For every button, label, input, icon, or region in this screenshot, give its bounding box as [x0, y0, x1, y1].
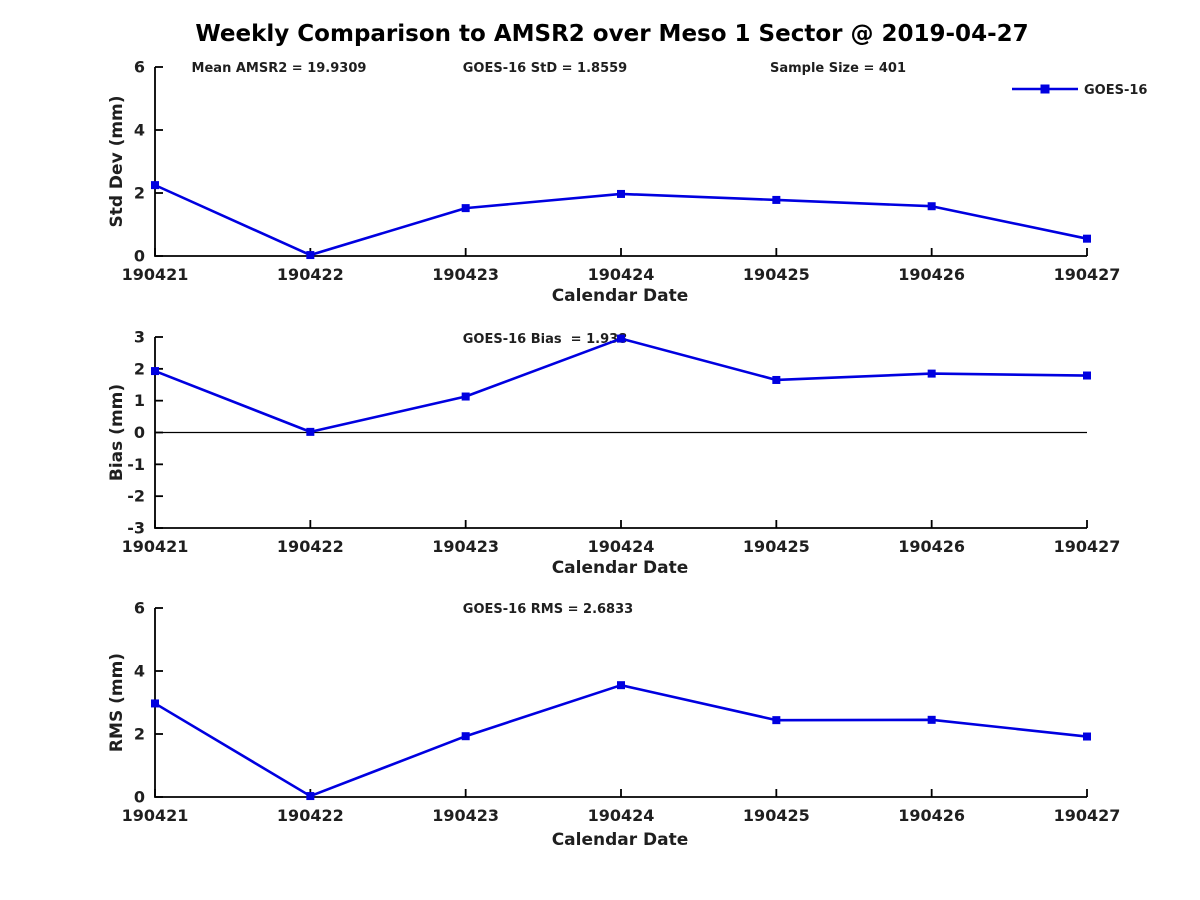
- data-point-marker: [461, 204, 470, 213]
- data-point-marker: [927, 202, 936, 211]
- y-axis-label: RMS (mm): [107, 653, 127, 752]
- stat-annotation: GOES-16 StD = 1.8559: [463, 61, 627, 76]
- x-tick-label: 190421: [122, 537, 189, 556]
- y-tick-label: 4: [134, 662, 145, 681]
- x-tick-label: 190423: [432, 537, 499, 556]
- x-tick-label: 190427: [1054, 806, 1121, 825]
- x-tick-label: 190421: [122, 265, 189, 284]
- x-tick-label: 190423: [432, 806, 499, 825]
- y-tick-label: -1: [127, 455, 145, 474]
- x-tick-label: 190425: [743, 265, 810, 284]
- y-tick-label: 2: [134, 184, 145, 203]
- x-tick-label: 190422: [277, 537, 344, 556]
- data-point-marker: [772, 375, 781, 384]
- figure-title: Weekly Comparison to AMSR2 over Meso 1 S…: [195, 21, 1029, 47]
- y-axis-label: Bias (mm): [107, 384, 127, 481]
- legend: GOES-16: [1012, 83, 1147, 98]
- x-tick-label: 190424: [588, 806, 655, 825]
- x-axis-label: Calendar Date: [552, 830, 689, 850]
- data-point-marker: [1083, 234, 1091, 243]
- data-point-marker: [461, 732, 470, 741]
- chart-rms: 0 2 4 6 190421 190422 190423 190424 190425 190426…: [107, 599, 1120, 851]
- y-tick-label: 1: [134, 391, 145, 410]
- x-tick-label: 190426: [898, 806, 965, 825]
- x-tick-label: 190424: [588, 265, 655, 284]
- y-tick-label: 2: [134, 359, 145, 378]
- data-point-marker: [617, 189, 625, 198]
- y-tick-label: -2: [127, 487, 145, 506]
- stat-annotation: Mean AMSR2 = 19.9309: [192, 61, 367, 76]
- stat-annotation: GOES-16 RMS = 2.6833: [463, 602, 633, 617]
- data-point-marker: [927, 369, 936, 378]
- y-tick-label: -3: [127, 519, 145, 538]
- data-point-marker: [306, 792, 315, 801]
- x-axis-label: Calendar Date: [552, 558, 689, 578]
- y-tick-label: 6: [134, 58, 145, 77]
- data-point-marker: [151, 699, 159, 708]
- data-point-marker: [151, 181, 159, 190]
- legend-marker: [1040, 84, 1050, 94]
- data-point-marker: [306, 427, 315, 436]
- x-tick-label: 190426: [898, 265, 965, 284]
- data-point-marker: [151, 367, 159, 376]
- y-tick-label: 3: [134, 328, 145, 347]
- stat-annotation: Sample Size = 401: [770, 61, 906, 76]
- x-tick-label: 190422: [277, 806, 344, 825]
- data-point-marker: [617, 681, 625, 690]
- axes-spines: [154, 608, 1087, 798]
- data-point-marker: [1083, 732, 1091, 741]
- x-tick-label: 190427: [1054, 537, 1121, 556]
- x-tick-label: 190425: [743, 537, 810, 556]
- x-tick-label: 190425: [743, 806, 810, 825]
- data-point-marker: [772, 195, 781, 204]
- data-point-marker: [617, 334, 625, 343]
- x-tick-label: 190421: [122, 806, 189, 825]
- data-point-marker: [1083, 371, 1091, 380]
- x-tick-label: 190427: [1054, 265, 1121, 284]
- data-point-marker: [772, 716, 781, 725]
- y-tick-label: 4: [134, 121, 145, 140]
- series-line-goes16: [153, 683, 1089, 798]
- x-tick-label: 190426: [898, 537, 965, 556]
- y-axis-label: Std Dev (mm): [107, 95, 127, 227]
- data-point-marker: [306, 251, 315, 260]
- data-point-marker: [927, 715, 936, 724]
- x-axis-label: Calendar Date: [552, 286, 689, 306]
- legend-label: GOES-16: [1084, 83, 1147, 98]
- chart-std-dev: 0 2 4 6 190421 190422 190423 190424 190425 190426…: [107, 58, 1147, 307]
- data-point-marker: [461, 392, 470, 401]
- stat-annotation: GOES-16 Bias = 1.938: [463, 332, 627, 347]
- y-tick-label: 0: [134, 788, 145, 807]
- series-line-goes16: [153, 337, 1089, 434]
- y-tick-label: 0: [134, 423, 145, 442]
- y-tick-label: 0: [134, 247, 145, 266]
- y-tick-label: 2: [134, 725, 145, 744]
- x-tick-label: 190422: [277, 265, 344, 284]
- x-tick-label: 190423: [432, 265, 499, 284]
- y-tick-label: 6: [134, 599, 145, 618]
- axes-spines: [154, 67, 1087, 257]
- x-tick-label: 190424: [588, 537, 655, 556]
